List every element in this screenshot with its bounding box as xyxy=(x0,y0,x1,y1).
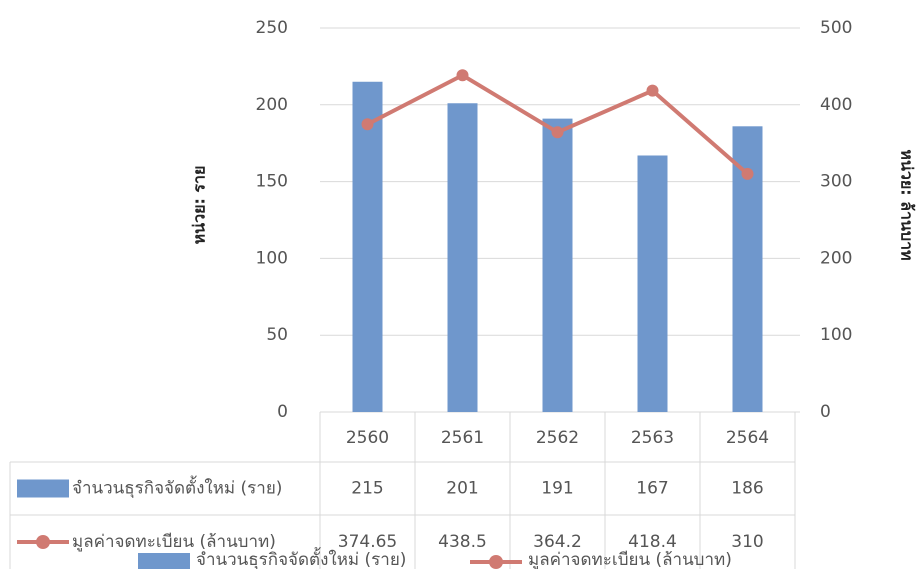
x-tick-label: 2560 xyxy=(346,428,389,448)
table-value: 364.2 xyxy=(533,532,582,552)
line-marker xyxy=(456,69,469,82)
bar xyxy=(352,81,383,412)
line-marker xyxy=(551,126,564,139)
y2-tick-label: 100 xyxy=(820,325,852,345)
x-tick-label: 2561 xyxy=(441,428,484,448)
legend-key xyxy=(138,553,190,569)
bar xyxy=(447,103,478,412)
table-value: 201 xyxy=(446,479,478,499)
legend-label: มูลค่าจดทะเบียน (ล้านบาท) xyxy=(528,550,732,569)
y2-tick-label: 200 xyxy=(820,248,852,268)
line-marker xyxy=(646,84,659,97)
y2-tick-label: 500 xyxy=(820,18,852,38)
x-tick-label: 2562 xyxy=(536,428,579,448)
table-value: 418.4 xyxy=(628,532,677,552)
line-marker xyxy=(741,167,754,180)
y2-tick-label: 0 xyxy=(820,402,831,422)
y-tick-label: 200 xyxy=(256,95,288,115)
y2-tick-label: 400 xyxy=(820,95,852,115)
y-tick-label: 100 xyxy=(256,248,288,268)
y-axis-title: หน่วย: ราย xyxy=(190,166,209,245)
x-tick-label: 2563 xyxy=(631,428,674,448)
x-tick-label: 2564 xyxy=(726,428,769,448)
legend-key xyxy=(489,555,503,569)
y-tick-label: 250 xyxy=(256,18,288,38)
table-value: 191 xyxy=(541,479,573,499)
table-value: 167 xyxy=(636,479,668,499)
y2-tick-label: 300 xyxy=(820,172,852,192)
table-value: 215 xyxy=(351,479,383,499)
table-value: 374.65 xyxy=(338,532,397,552)
table-row-label: มูลค่าจดทะเบียน (ล้านบาท) xyxy=(72,532,276,552)
y2-axis-title: หน่วย: ล้านบาท xyxy=(898,149,917,260)
line-marker xyxy=(361,118,374,131)
table-value: 438.5 xyxy=(438,532,487,552)
bar xyxy=(637,155,668,412)
table-row-label: จำนวนธุรกิจจัดตั้งใหม่ (ราย) xyxy=(72,476,282,499)
bar xyxy=(542,118,573,413)
table-value: 186 xyxy=(731,479,763,499)
y-tick-label: 150 xyxy=(256,172,288,192)
legend-key xyxy=(36,535,50,549)
y-tick-label: 0 xyxy=(277,402,288,422)
legend-label: จำนวนธุรกิจจัดตั้งใหม่ (ราย) xyxy=(196,547,406,569)
table-value: 310 xyxy=(731,532,763,552)
legend-key xyxy=(17,479,69,498)
y-tick-label: 50 xyxy=(266,325,288,345)
